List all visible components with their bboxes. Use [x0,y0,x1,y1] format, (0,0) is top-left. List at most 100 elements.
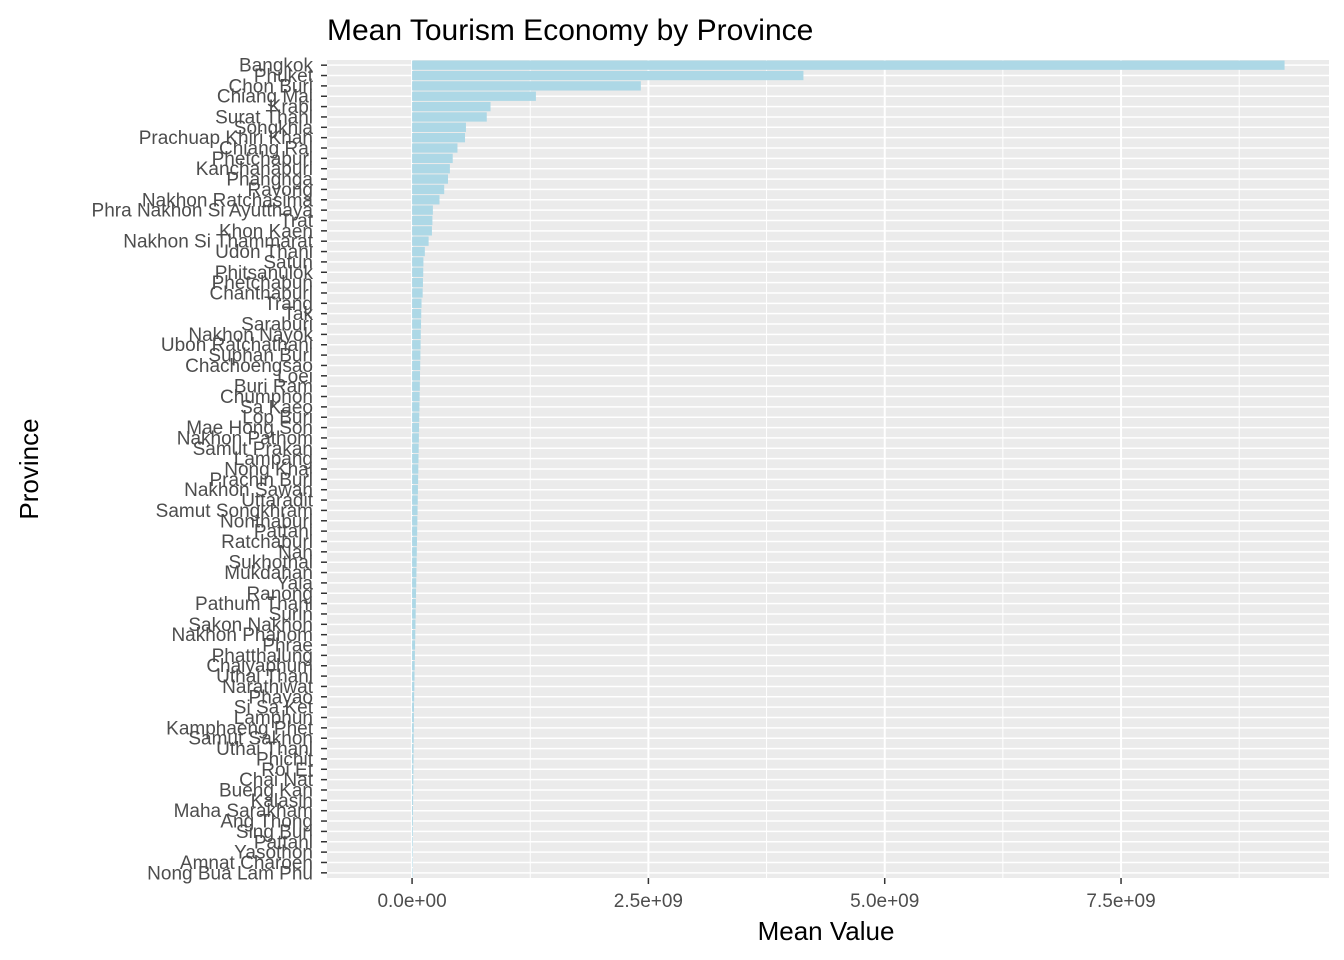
bar [412,288,423,298]
y-tick-label: Phitsanulok [215,263,314,284]
y-tick-label: Sa Kaeo [240,397,313,418]
bar [412,246,425,257]
bar [412,70,804,81]
bar [412,236,429,246]
bar [412,309,422,319]
y-tick-label: Trang [264,294,313,315]
bar [412,868,413,878]
y-tick-label: Chumphon [220,387,313,408]
y-tick-label: Surat Thani [215,107,313,128]
y-tick-label: Phra Nakhon Si Ayutthaya [92,201,314,222]
bar [412,391,420,402]
y-tick-label: Suphan Buri [208,346,313,367]
bar [412,857,413,868]
bar [412,557,417,567]
y-tick-label: Ang Thong [220,812,313,833]
y-tick-label: Chachoengsao [185,356,313,377]
bar [412,609,416,619]
bar [412,837,413,847]
y-tick-label: Pathum Thani [195,594,313,615]
bar [412,536,417,547]
bar [412,640,416,650]
y-tick-label: Khon Kaen [219,221,313,242]
y-tick-label: Nakhon Nayok [188,325,313,346]
bar [412,692,415,702]
y-tick-label: Nan [278,542,313,563]
bar [412,360,421,371]
y-tick-label: Ratchaburi [221,532,313,553]
y-tick-label: Phatthalung [212,646,313,667]
bar [412,112,487,122]
bar [412,464,419,474]
y-tick-label: Nakhon Sawan [184,480,313,501]
bar [412,257,424,267]
bar [412,329,421,340]
bar [412,723,414,733]
y-tick-label: Lop Buri [242,408,313,429]
y-tick-label: Yala [276,573,313,594]
bar [412,350,421,360]
y-tick-label: Loei [277,366,313,387]
bar [412,422,420,433]
y-tick-label: Mae Hong Son [186,418,313,439]
bar [412,526,418,536]
y-tick-label: Sakon Nakhon [188,615,313,636]
y-tick-label: Lamphun [234,708,313,729]
x-axis-ticks: 0.0e+00 2.5e+09 5.0e+09 7.5e+09 [377,878,1156,912]
y-tick-label: Si Sa Ket [234,698,314,719]
y-tick-label: Amnat Charoen [180,853,313,874]
bar [412,453,419,464]
y-tick-label: Kalasin [251,791,313,812]
y-tick-label: Surin [269,604,313,625]
y-tick-label: Songkhla [234,118,314,139]
bar [412,785,414,795]
bar [412,702,414,712]
bar [412,371,421,381]
x-tick-label: 5.0e+09 [850,891,919,912]
bar [412,671,415,681]
y-tick-label: Samut Sakhon [188,729,313,750]
y-tick-label: Phuket [254,66,314,87]
y-axis-title: Province [14,418,44,519]
bar [412,485,418,495]
y-tick-label: Prachuap Khiri Khan [139,128,313,149]
y-tick-label: Phetchabun [212,273,313,294]
bar [412,847,413,857]
y-tick-label: Bueng Kan [219,780,313,801]
y-tick-label: Chai Nat [239,770,314,791]
y-tick-label: Lampang [234,449,313,470]
y-tick-label: Satun [263,252,313,273]
y-tick-label: Samut Songkhram [156,501,313,522]
y-tick-label: Mukdahan [224,563,313,584]
bar [412,733,414,743]
y-tick-label: Nong Bua Lam Phu [147,863,313,884]
y-tick-label: Prachin Buri [210,470,314,491]
bar [412,433,419,443]
y-tick-label: Chiang Mai [217,87,313,108]
bar [412,184,445,195]
bar [412,60,1285,70]
bar [412,226,432,236]
x-tick-label: 2.5e+09 [614,891,683,912]
y-tick-label: Phetchaburi [212,149,313,170]
y-tick-label: Narathiwat [222,677,314,698]
bar [412,267,424,277]
y-tick-label: Bangkok [239,56,313,77]
y-tick-label: Phayao [249,687,313,708]
y-tick-label: Rayong [248,180,314,201]
y-tick-label: Phrae [262,636,313,657]
bar [412,547,417,557]
y-tick-label: Uthai Thani [216,739,313,760]
y-tick-label: Sukhothai [228,553,313,574]
bar [412,578,417,588]
bar [412,826,413,837]
y-tick-label: Chanthaburi [209,283,313,304]
bar [412,443,419,453]
y-tick-label: Uthai Thani [216,667,313,688]
y-tick-label: Nong Khai [224,460,313,481]
bar [412,795,414,806]
y-tick-label: Krabi [269,97,313,118]
y-tick-label: Chiang Rai [219,139,313,160]
bar [412,81,641,91]
